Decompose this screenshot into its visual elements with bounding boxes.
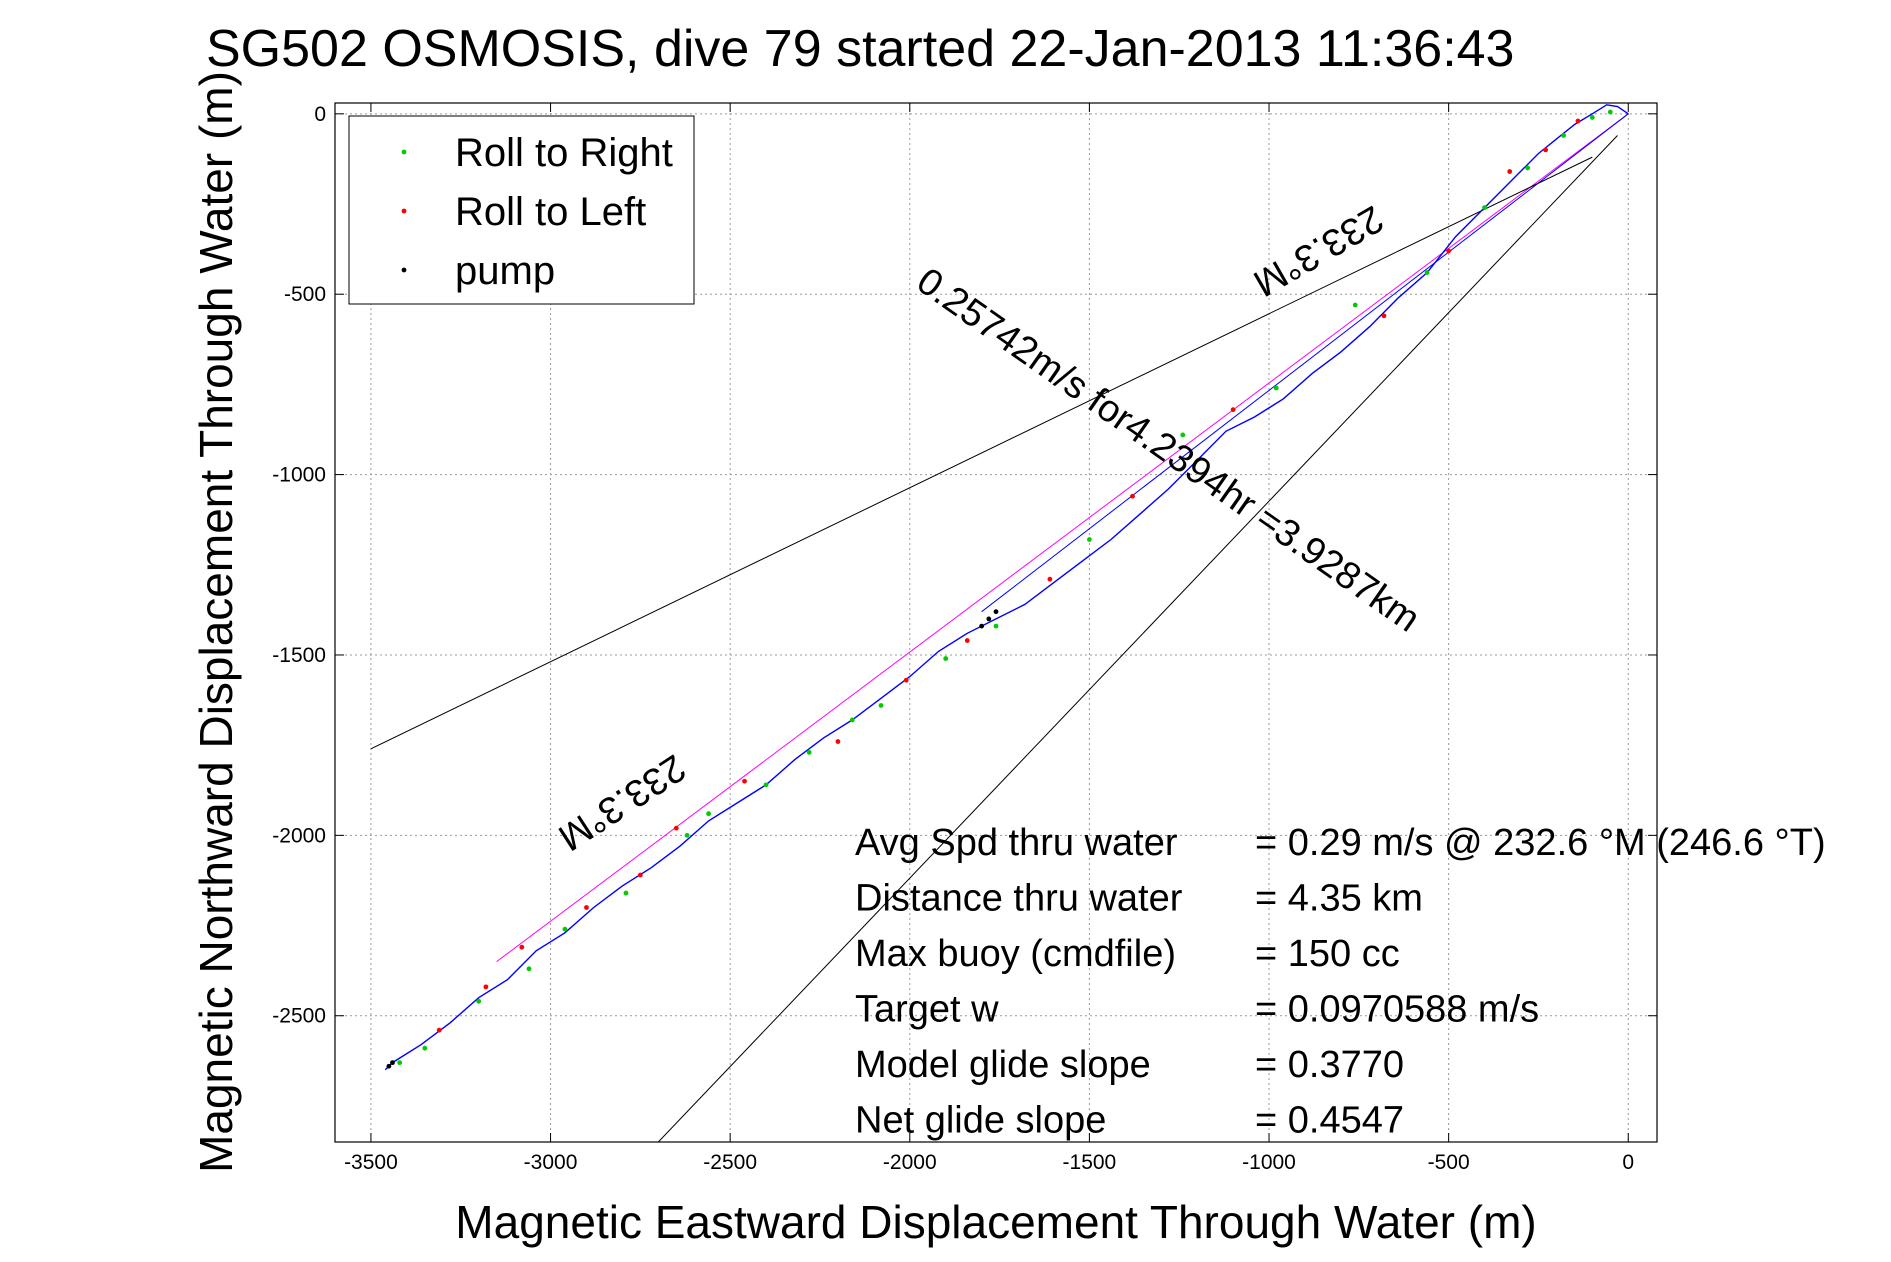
stat-value-2: = 150 cc bbox=[1255, 933, 1400, 975]
legend-marker-1 bbox=[401, 208, 407, 214]
marker-roll-right-0 bbox=[1607, 109, 1613, 115]
marker-roll-right-22 bbox=[422, 1045, 428, 1051]
stat-value-0: = 0.29 m/s @ 232.6 °M (246.6 °T) bbox=[1255, 822, 1826, 864]
reference-line-cone_lower bbox=[657, 135, 1618, 1142]
x-tick-label-3: -2000 bbox=[883, 1151, 937, 1174]
marker-roll-right-13 bbox=[849, 717, 855, 723]
grid bbox=[335, 103, 1657, 1142]
marker-roll-right-17 bbox=[684, 832, 690, 838]
x-tick-label-1: -3000 bbox=[524, 1151, 578, 1174]
legend-label-1: Roll to Left bbox=[455, 190, 646, 234]
reference-line-current_line bbox=[981, 113, 1629, 613]
marker-roll-right-5 bbox=[1424, 270, 1430, 275]
marker-roll-right-1 bbox=[1589, 115, 1595, 120]
marker-roll-left-15 bbox=[519, 944, 525, 950]
marker-roll-right-21 bbox=[476, 998, 482, 1004]
x-tick-label-4: -1500 bbox=[1063, 1151, 1117, 1174]
series-track bbox=[384, 104, 1629, 1071]
stat-label-2: Max buoy (cmdfile) bbox=[855, 933, 1176, 975]
legend-marker-2 bbox=[401, 267, 407, 273]
x-tick-label-6: -500 bbox=[1428, 1151, 1470, 1174]
marker-roll-right-19 bbox=[562, 926, 568, 932]
marker-roll-left-5 bbox=[1230, 407, 1236, 413]
marker-roll-left-11 bbox=[742, 778, 747, 784]
marker-roll-right-11 bbox=[943, 656, 949, 661]
reference-line-heading_line bbox=[496, 113, 1629, 963]
marker-roll-right-6 bbox=[1352, 302, 1358, 308]
marker-roll-left-16 bbox=[483, 984, 489, 990]
marker-roll-right-3 bbox=[1525, 165, 1531, 171]
reference-line-cone_upper bbox=[370, 156, 1593, 750]
marker-pump-4 bbox=[386, 1063, 392, 1069]
marker-roll-right-18 bbox=[623, 890, 629, 896]
marker-roll-right-14 bbox=[806, 749, 812, 755]
marker-roll-left-2 bbox=[1507, 169, 1513, 174]
marker-roll-right-10 bbox=[993, 623, 999, 629]
chart-title: SG502 OSMOSIS, dive 79 started 22-Jan-20… bbox=[206, 20, 1514, 78]
legend-box bbox=[348, 115, 695, 305]
legend-label-0: Roll to Right bbox=[455, 131, 673, 175]
axis-ticks: -3500 -3000 -2500 -2000 -1500 -1000 -500 0 0 -500… bbox=[272, 103, 1657, 1174]
y-tick-label-0: 0 bbox=[314, 103, 326, 126]
stats-block: Avg Spd thru water = 0.29 m/s @ 232.6 °M … bbox=[855, 822, 1826, 1142]
marker-roll-left-0 bbox=[1575, 118, 1581, 124]
y-tick-label-4: -2000 bbox=[272, 824, 326, 847]
marker-roll-right-20 bbox=[526, 966, 532, 972]
stat-value-4: = 0.3770 bbox=[1255, 1044, 1404, 1086]
stat-label-4: Model glide slope bbox=[855, 1044, 1151, 1086]
marker-pump-3 bbox=[390, 1060, 395, 1066]
stat-value-5: = 0.4547 bbox=[1255, 1100, 1404, 1142]
stat-value-3: = 0.0970588 m/s bbox=[1255, 989, 1539, 1031]
marker-pump-0 bbox=[993, 609, 999, 615]
y-tick-label-3: -1500 bbox=[272, 644, 326, 667]
marker-roll-right-4 bbox=[1482, 205, 1487, 211]
stat-value-1: = 4.35 km bbox=[1255, 878, 1423, 920]
marker-roll-left-7 bbox=[1047, 576, 1053, 582]
plot-frame bbox=[334, 102, 1658, 1143]
stat-label-3: Target w bbox=[855, 989, 999, 1031]
marker-roll-right-15 bbox=[763, 782, 769, 788]
x-tick-label-0: -3500 bbox=[344, 1151, 398, 1174]
series-markers bbox=[386, 109, 1613, 1069]
marker-roll-right-2 bbox=[1561, 133, 1566, 138]
stat-label-0: Avg Spd thru water bbox=[855, 822, 1178, 864]
marker-roll-left-13 bbox=[637, 872, 643, 878]
reference-lines bbox=[370, 113, 1629, 1142]
y-tick-label-2: -1000 bbox=[272, 464, 326, 487]
marker-roll-right-7 bbox=[1273, 385, 1279, 391]
marker-roll-left-6 bbox=[1130, 493, 1135, 499]
marker-roll-right-8 bbox=[1180, 432, 1186, 438]
y-tick-label-5: -2500 bbox=[272, 1005, 326, 1028]
marker-roll-left-9 bbox=[903, 677, 909, 683]
marker-pump-2 bbox=[979, 623, 985, 629]
marker-roll-right-23 bbox=[397, 1060, 403, 1066]
legend-label-2: pump bbox=[455, 249, 555, 293]
marker-roll-right-16 bbox=[706, 811, 712, 817]
legend: Roll to Right Roll to Left pump bbox=[348, 115, 695, 305]
x-axis-label: Magnetic Eastward Displacement Through W… bbox=[455, 1196, 1536, 1248]
marker-roll-left-17 bbox=[436, 1027, 442, 1033]
marker-pump-1 bbox=[986, 616, 992, 622]
marker-roll-left-8 bbox=[964, 638, 970, 643]
marker-roll-left-1 bbox=[1543, 147, 1549, 153]
marker-roll-left-12 bbox=[673, 825, 679, 831]
y-axis-label: Magnetic Northward Displacement Through … bbox=[190, 71, 242, 1173]
y-tick-label-1: -500 bbox=[284, 283, 326, 306]
marker-roll-left-4 bbox=[1381, 313, 1387, 319]
x-tick-label-7: 0 bbox=[1622, 1151, 1634, 1174]
stat-label-5: Net glide slope bbox=[855, 1100, 1106, 1142]
marker-roll-left-10 bbox=[835, 739, 841, 744]
stat-label-1: Distance thru water bbox=[855, 878, 1183, 920]
marker-roll-left-3 bbox=[1446, 248, 1452, 254]
marker-roll-left-14 bbox=[584, 905, 589, 910]
marker-roll-right-12 bbox=[878, 703, 884, 708]
marker-roll-right-9 bbox=[1087, 537, 1092, 542]
legend-marker-0 bbox=[401, 149, 407, 155]
x-tick-label-5: -1000 bbox=[1242, 1151, 1296, 1174]
x-tick-label-2: -2500 bbox=[703, 1151, 757, 1174]
